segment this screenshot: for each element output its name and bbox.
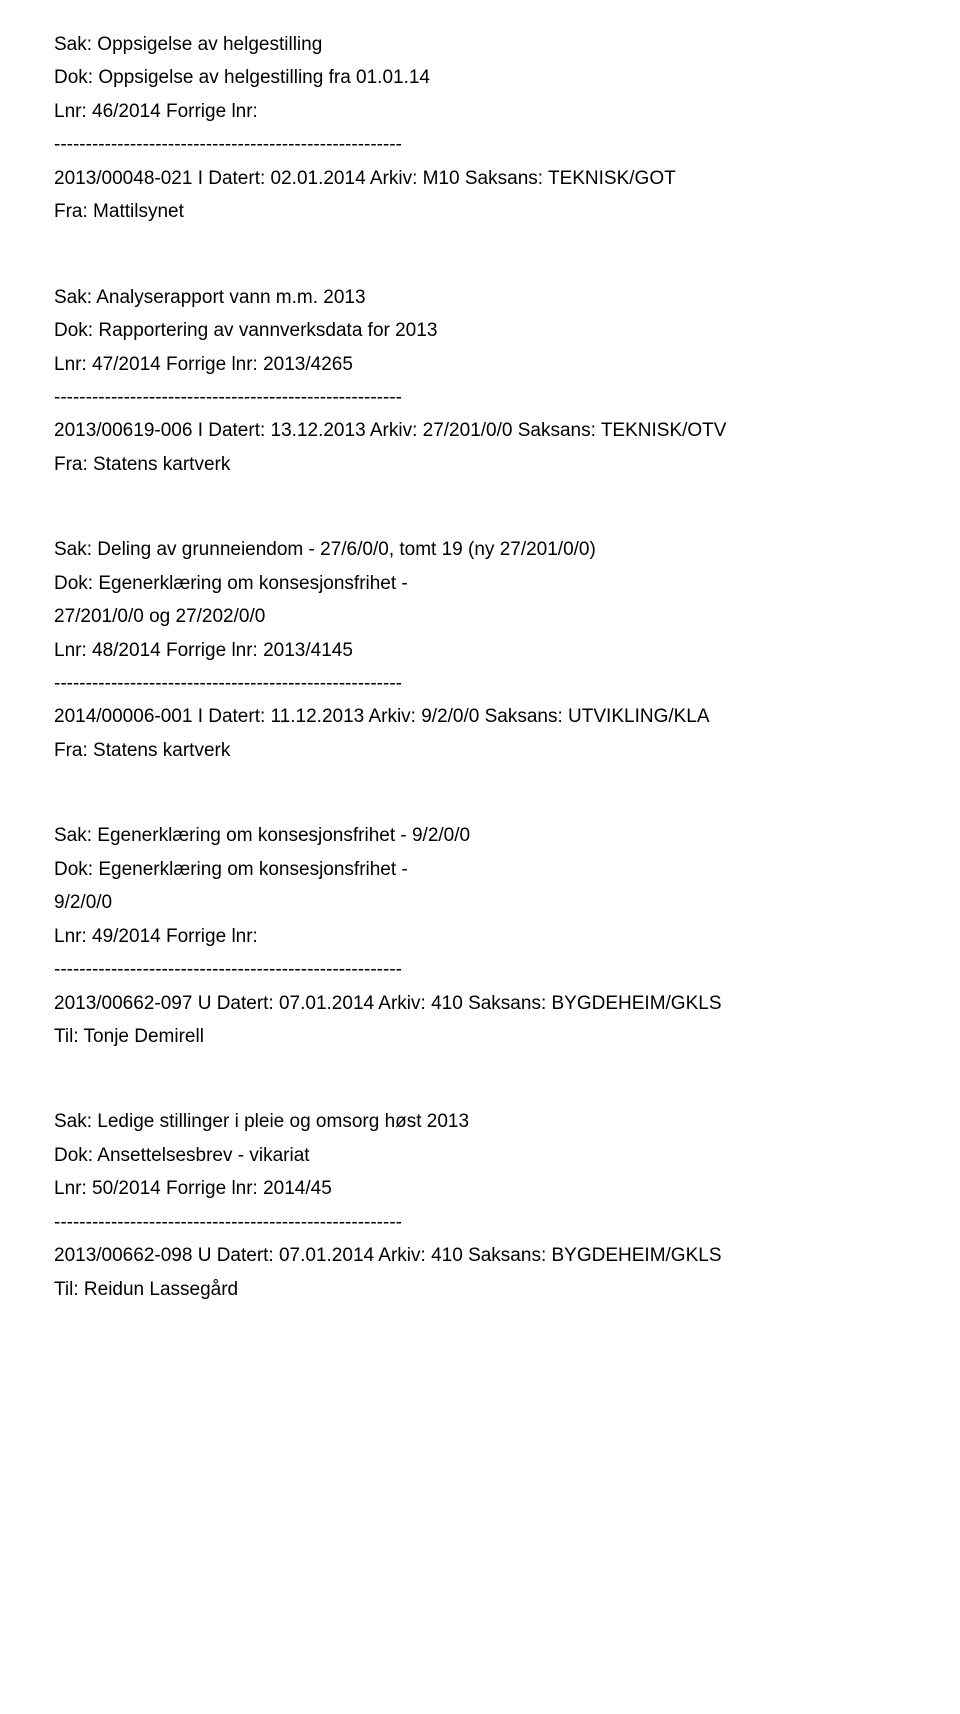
sak-line: Sak: Egenerklæring om konsesjonsfrihet -… bbox=[54, 821, 906, 850]
journal-entry: Sak: Deling av grunneiendom - 27/6/0/0, … bbox=[54, 535, 906, 765]
dok-line: Dok: Ansettelsesbrev - vikariat bbox=[54, 1141, 906, 1170]
lnr-line: Lnr: 49/2014 Forrige lnr: bbox=[54, 922, 906, 951]
party-line: Fra: Mattilsynet bbox=[54, 197, 906, 226]
journal-entry: Sak: Ledige stillinger i pleie og omsorg… bbox=[54, 1107, 906, 1304]
journal-entry: Sak: Egenerklæring om konsesjonsfrihet -… bbox=[54, 821, 906, 1051]
separator-line: ----------------------------------------… bbox=[54, 669, 906, 698]
dok-line-2: 27/201/0/0 og 27/202/0/0 bbox=[54, 602, 906, 631]
party-line: Til: Tonje Demirell bbox=[54, 1022, 906, 1051]
sak-line: Sak: Oppsigelse av helgestilling bbox=[54, 30, 906, 59]
separator-line: ----------------------------------------… bbox=[54, 130, 906, 159]
dok-line: Dok: Oppsigelse av helgestilling fra 01.… bbox=[54, 63, 906, 92]
party-line: Fra: Statens kartverk bbox=[54, 450, 906, 479]
lnr-line: Lnr: 47/2014 Forrige lnr: 2013/4265 bbox=[54, 350, 906, 379]
sak-line: Sak: Ledige stillinger i pleie og omsorg… bbox=[54, 1107, 906, 1136]
dok-line: Dok: Rapportering av vannverksdata for 2… bbox=[54, 316, 906, 345]
meta-line: 2014/00006-001 I Datert: 11.12.2013 Arki… bbox=[54, 702, 906, 731]
party-line: Fra: Statens kartverk bbox=[54, 736, 906, 765]
separator-line: ----------------------------------------… bbox=[54, 383, 906, 412]
dok-line: Dok: Egenerklæring om konsesjonsfrihet - bbox=[54, 855, 906, 884]
meta-line: 2013/00048-021 I Datert: 02.01.2014 Arki… bbox=[54, 164, 906, 193]
meta-line: 2013/00619-006 I Datert: 13.12.2013 Arki… bbox=[54, 416, 906, 445]
dok-line-2: 9/2/0/0 bbox=[54, 888, 906, 917]
separator-line: ----------------------------------------… bbox=[54, 955, 906, 984]
meta-line: 2013/00662-098 U Datert: 07.01.2014 Arki… bbox=[54, 1241, 906, 1270]
lnr-line: Lnr: 46/2014 Forrige lnr: bbox=[54, 97, 906, 126]
journal-entry: Sak: Oppsigelse av helgestilling Dok: Op… bbox=[54, 30, 906, 227]
meta-line: 2013/00662-097 U Datert: 07.01.2014 Arki… bbox=[54, 989, 906, 1018]
party-line: Til: Reidun Lassegård bbox=[54, 1275, 906, 1304]
sak-line: Sak: Deling av grunneiendom - 27/6/0/0, … bbox=[54, 535, 906, 564]
journal-entry: Sak: Analyserapport vann m.m. 2013 Dok: … bbox=[54, 283, 906, 480]
separator-line: ----------------------------------------… bbox=[54, 1208, 906, 1237]
sak-line: Sak: Analyserapport vann m.m. 2013 bbox=[54, 283, 906, 312]
lnr-line: Lnr: 48/2014 Forrige lnr: 2013/4145 bbox=[54, 636, 906, 665]
dok-line: Dok: Egenerklæring om konsesjonsfrihet - bbox=[54, 569, 906, 598]
lnr-line: Lnr: 50/2014 Forrige lnr: 2014/45 bbox=[54, 1174, 906, 1203]
